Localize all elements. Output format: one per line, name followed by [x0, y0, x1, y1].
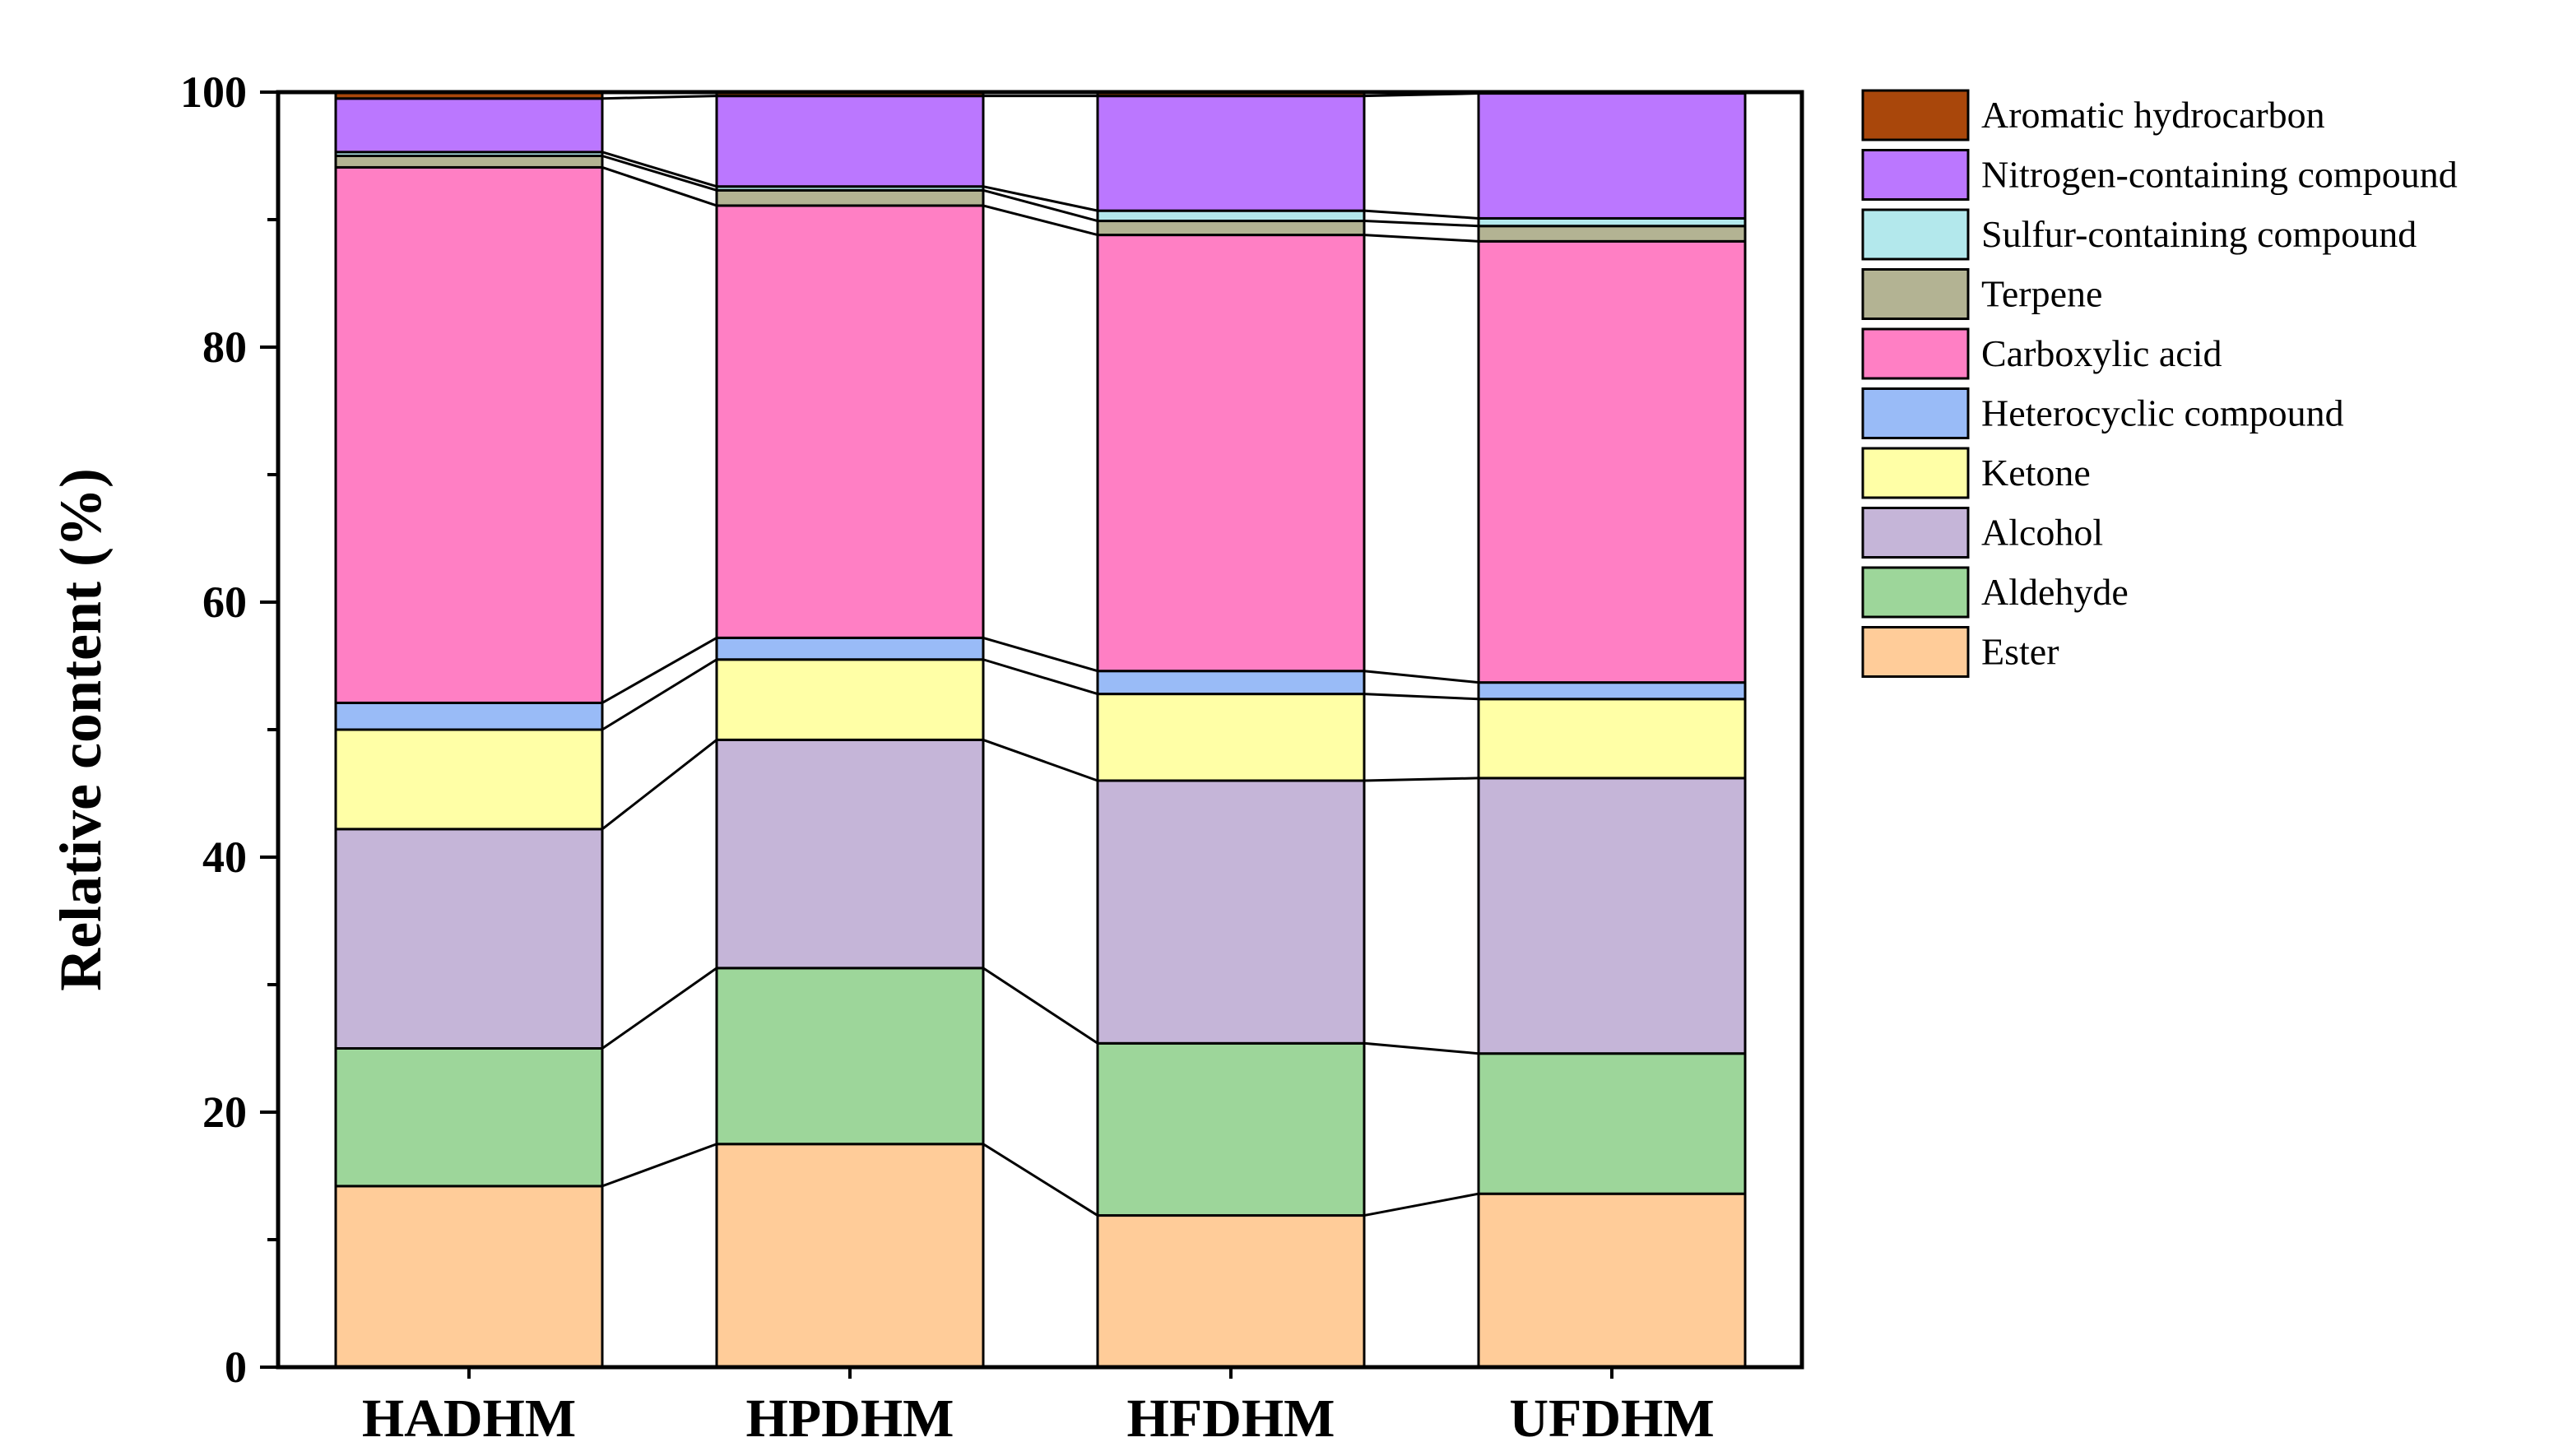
- bar-segment-alcohol-hpdhm: [715, 738, 985, 970]
- legend-swatch: [1861, 507, 1970, 559]
- x-axis-labels: HADHM HPDHM HFDHM UFDHM: [362, 1367, 1715, 1449]
- bar-segment-nitrogen-containing-compound-hfdhm: [1096, 95, 1366, 212]
- connector-line: [601, 637, 717, 704]
- bar-segment-carboxylic-acid-ufdhm: [1477, 239, 1747, 684]
- connector-line: [601, 155, 717, 192]
- y-tick-label: 100: [180, 67, 247, 117]
- legend-label: Aldehyde: [1981, 571, 2129, 613]
- bar-segment-ester-hadhm: [334, 1185, 604, 1369]
- legend-swatch: [1861, 387, 1970, 439]
- connector-line: [982, 188, 1098, 222]
- bar-segment-carboxylic-acid-hpdhm: [715, 204, 985, 639]
- connector-line: [1363, 234, 1479, 243]
- legend-label: Alcohol: [1981, 512, 2103, 554]
- bar-segment-carboxylic-acid-hfdhm: [1096, 234, 1366, 673]
- legend-label: Nitrogen-containing compound: [1981, 154, 2458, 196]
- connector-line: [1363, 1041, 1479, 1055]
- x-category-label: HPDHM: [746, 1389, 954, 1449]
- y-axis-title: Relative content (%): [48, 468, 114, 991]
- bar-segment-aldehyde-hfdhm: [1096, 1041, 1366, 1217]
- bar-segment-terpene-hfdhm: [1096, 220, 1366, 237]
- connector-line: [1363, 777, 1479, 782]
- connector-line: [1363, 670, 1479, 684]
- y-tick-label: 20: [202, 1087, 247, 1137]
- x-category-label: HADHM: [362, 1389, 576, 1449]
- y-tick-label: 0: [225, 1342, 247, 1392]
- bar-segment-nitrogen-containing-compound-hadhm: [334, 97, 604, 154]
- connector-line: [601, 95, 717, 100]
- connector-line: [601, 166, 717, 207]
- bar-segment-ester-hfdhm: [1096, 1214, 1366, 1369]
- connector-line: [1363, 693, 1479, 701]
- y-tick-label: 60: [202, 577, 247, 627]
- connector-line: [982, 738, 1098, 782]
- bar-segment-heterocyclic-compound-hfdhm: [1096, 670, 1366, 696]
- legend-swatch: [1861, 447, 1970, 499]
- bar-segment-alcohol-hfdhm: [1096, 779, 1366, 1045]
- bar-segment-sulfur-containing-compound-hfdhm: [1096, 209, 1366, 223]
- legend-swatch: [1861, 89, 1970, 141]
- bar-segment-ketone-hfdhm: [1096, 693, 1366, 782]
- bar-segments: [334, 90, 1747, 1369]
- connector-line: [601, 967, 717, 1050]
- bar-segment-heterocyclic-compound-hadhm: [334, 701, 604, 731]
- bar-segment-terpene-hadhm: [334, 155, 604, 169]
- legend-label: Heterocyclic compound: [1981, 392, 2344, 434]
- bar-segment-aldehyde-ufdhm: [1477, 1052, 1747, 1195]
- connector-line: [601, 658, 717, 731]
- bar-segment-aldehyde-hadhm: [334, 1047, 604, 1188]
- legend: Aromatic hydrocarbon Nitrogen-containing …: [1861, 89, 2458, 678]
- legend-label: Terpene: [1981, 273, 2102, 315]
- bar-segment-heterocyclic-compound-hpdhm: [715, 636, 985, 661]
- bar-segment-alcohol-ufdhm: [1477, 777, 1747, 1055]
- connector-lines: [601, 92, 1479, 1217]
- legend-swatch: [1861, 268, 1970, 320]
- bar-segment-ketone-ufdhm: [1477, 698, 1747, 780]
- connector-line: [601, 739, 717, 831]
- bar-segment-ester-hpdhm: [715, 1143, 985, 1369]
- connector-line: [982, 636, 1098, 673]
- connector-line: [1363, 1192, 1479, 1217]
- legend-label: Ester: [1981, 631, 2059, 673]
- bar-segment-alcohol-hadhm: [334, 828, 604, 1050]
- bar-segment-terpene-ufdhm: [1477, 225, 1747, 243]
- bar-segment-ketone-hpdhm: [715, 658, 985, 741]
- connector-line: [1363, 209, 1479, 220]
- legend-label: Ketone: [1981, 452, 2091, 494]
- y-tick-label: 40: [202, 832, 247, 882]
- connector-line: [982, 204, 1098, 237]
- legend-swatch: [1861, 208, 1970, 261]
- connector-line: [982, 185, 1098, 212]
- x-category-label: UFDHM: [1509, 1389, 1714, 1449]
- connector-line: [982, 967, 1098, 1045]
- y-axis-ticks: 0 20 40 60 80 100: [180, 67, 278, 1392]
- legend-label: Carboxylic acid: [1981, 332, 2222, 374]
- x-category-label: HFDHM: [1127, 1389, 1335, 1449]
- bar-segment-nitrogen-containing-compound-ufdhm: [1477, 92, 1747, 220]
- legend-label: Sulfur-containing compound: [1981, 213, 2417, 255]
- bar-segment-aldehyde-hpdhm: [715, 967, 985, 1146]
- bar-segment-ketone-hadhm: [334, 728, 604, 831]
- bar-segment-carboxylic-acid-hadhm: [334, 165, 604, 704]
- connector-line: [982, 658, 1098, 696]
- legend-swatch: [1861, 149, 1970, 201]
- y-tick-label: 80: [202, 322, 247, 372]
- bar-segment-nitrogen-containing-compound-hpdhm: [715, 95, 985, 188]
- legend-label: Aromatic hydrocarbon: [1981, 94, 2325, 136]
- bar-segment-ester-ufdhm: [1477, 1192, 1747, 1369]
- legend-swatch: [1861, 626, 1970, 678]
- connector-line: [601, 1143, 717, 1188]
- legend-swatch: [1861, 566, 1970, 619]
- bar-segment-terpene-hpdhm: [715, 188, 985, 207]
- connector-line: [1363, 220, 1479, 228]
- bar-segment-heterocyclic-compound-ufdhm: [1477, 681, 1747, 701]
- connector-line: [982, 1143, 1098, 1217]
- connector-line: [601, 151, 717, 188]
- legend-swatch: [1861, 327, 1970, 380]
